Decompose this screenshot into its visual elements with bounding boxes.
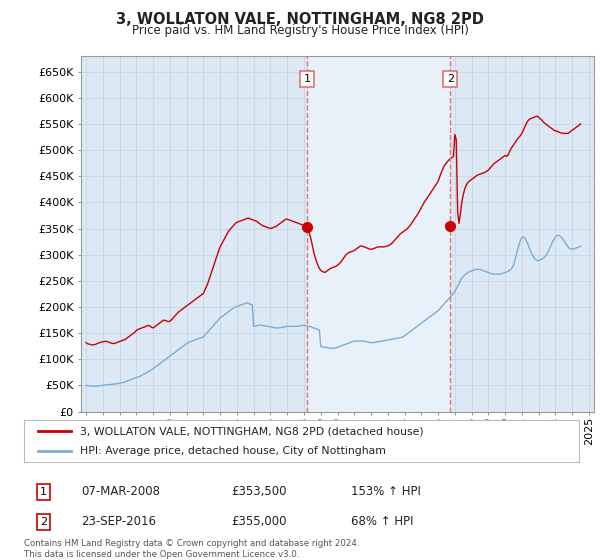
- Text: 07-MAR-2008: 07-MAR-2008: [81, 485, 160, 498]
- Text: 23-SEP-2016: 23-SEP-2016: [81, 515, 156, 529]
- Text: 1: 1: [304, 74, 310, 84]
- Text: 68% ↑ HPI: 68% ↑ HPI: [351, 515, 413, 529]
- Text: Contains HM Land Registry data © Crown copyright and database right 2024.
This d: Contains HM Land Registry data © Crown c…: [24, 539, 359, 559]
- Bar: [307, 56, 451, 412]
- Text: £353,500: £353,500: [231, 485, 287, 498]
- Text: 3, WOLLATON VALE, NOTTINGHAM, NG8 2PD (detached house): 3, WOLLATON VALE, NOTTINGHAM, NG8 2PD (d…: [79, 426, 423, 436]
- Text: Price paid vs. HM Land Registry's House Price Index (HPI): Price paid vs. HM Land Registry's House …: [131, 24, 469, 36]
- Text: 2: 2: [447, 74, 454, 84]
- Text: 2: 2: [40, 517, 47, 527]
- Text: 3, WOLLATON VALE, NOTTINGHAM, NG8 2PD: 3, WOLLATON VALE, NOTTINGHAM, NG8 2PD: [116, 12, 484, 27]
- Text: HPI: Average price, detached house, City of Nottingham: HPI: Average price, detached house, City…: [79, 446, 385, 456]
- Text: 153% ↑ HPI: 153% ↑ HPI: [351, 485, 421, 498]
- Text: £355,000: £355,000: [231, 515, 287, 529]
- Text: 1: 1: [40, 487, 47, 497]
